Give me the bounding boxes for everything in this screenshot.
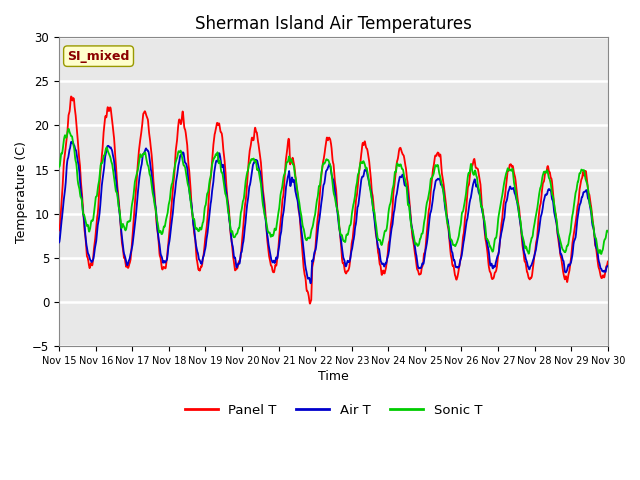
- Text: SI_mixed: SI_mixed: [67, 49, 130, 63]
- Legend: Panel T, Air T, Sonic T: Panel T, Air T, Sonic T: [179, 399, 488, 422]
- X-axis label: Time: Time: [318, 370, 349, 383]
- Title: Sherman Island Air Temperatures: Sherman Island Air Temperatures: [195, 15, 472, 33]
- Y-axis label: Temperature (C): Temperature (C): [15, 141, 28, 242]
